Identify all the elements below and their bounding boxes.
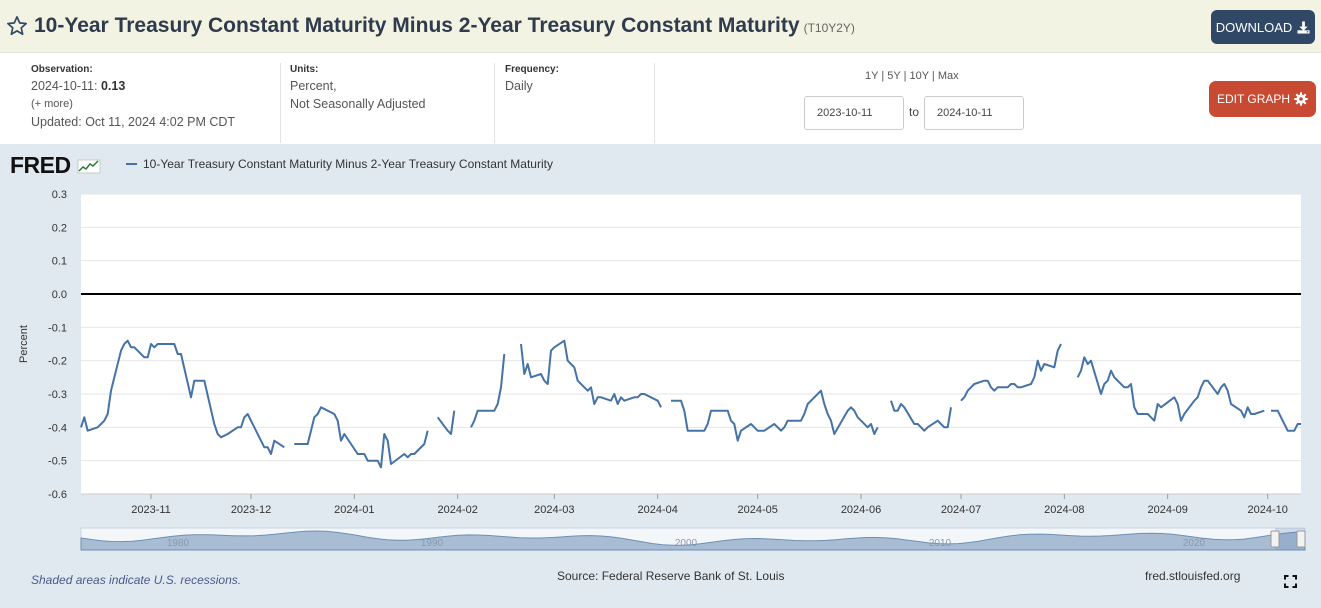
navigator-label: 2000 — [675, 538, 698, 549]
series-id: (T10Y2Y) — [803, 21, 855, 35]
divider — [654, 63, 655, 143]
y-tick-label: -0.2 — [48, 356, 67, 368]
series-line — [960, 343, 1062, 402]
date-to-label: to — [909, 105, 920, 119]
series-line — [470, 353, 506, 428]
series-line — [436, 410, 456, 435]
navigator-label: 1990 — [421, 538, 444, 549]
navigator-handle — [1296, 530, 1306, 548]
x-tick-label: 2024-05 — [737, 504, 777, 516]
site-link[interactable]: fred.stlouisfed.org — [1145, 569, 1241, 583]
divider — [494, 63, 495, 143]
observation-block: Observation: 2024-10-11: 0.13 (+ more) U… — [31, 64, 236, 129]
x-tick-label: 2024-08 — [1044, 504, 1084, 516]
navigator-handle — [1270, 530, 1280, 548]
series-title: 10-Year Treasury Constant Maturity Minus… — [34, 14, 855, 38]
series-line — [294, 406, 429, 469]
y-tick-label: -0.6 — [48, 489, 67, 501]
frequency-block: Frequency: Daily — [505, 63, 559, 95]
x-tick-label: 2024-02 — [437, 504, 477, 516]
end-date-input[interactable]: 2024-10-11 — [924, 96, 1024, 130]
navigator-label: 1980 — [167, 538, 190, 549]
navigator-area — [80, 530, 1306, 551]
star-icon[interactable] — [6, 15, 28, 37]
y-tick-label: -0.1 — [48, 322, 67, 334]
frequency-label: Frequency: — [505, 64, 559, 75]
y-axis-label: Percent — [18, 325, 30, 363]
units-label: Units: — [290, 64, 319, 75]
title-bar: 10-Year Treasury Constant Maturity Minus… — [0, 0, 1321, 53]
source-text: Source: Federal Reserve Bank of St. Loui… — [557, 569, 785, 583]
x-tick-label: 2024-04 — [637, 504, 677, 516]
x-tick-label: 2024-10 — [1247, 504, 1287, 516]
start-date-input[interactable]: 2023-10-11 — [804, 96, 904, 130]
plot-area — [81, 194, 1301, 494]
range-1y[interactable]: 1Y — [865, 70, 879, 82]
series-line — [520, 339, 662, 408]
x-tick-label: 2024-03 — [534, 504, 574, 516]
line-chart: 0.3 0.2 0.1 0.0 -0.1 -0.2 -0.3 -0.4 -0.5 -0.6 Perc… — [18, 189, 1306, 551]
y-tick-label: -0.5 — [48, 456, 67, 468]
range-10y[interactable]: 10Y — [909, 70, 929, 82]
frequency-value: Daily — [505, 79, 533, 93]
x-tick-label: 2023-12 — [231, 504, 271, 516]
series-title-text: 10-Year Treasury Constant Maturity Minus… — [34, 14, 800, 37]
fred-logo: FRED — [10, 152, 101, 179]
x-tick-label: 2024-06 — [841, 504, 881, 516]
chart-panel: 0.3 0.2 0.1 0.0 -0.1 -0.2 -0.3 -0.4 -0.5 -0.6 Perc… — [0, 144, 1321, 608]
units-block: Units: Percent, Not Seasonally Adjusted — [290, 63, 426, 113]
divider — [280, 63, 281, 143]
fullscreen-icon[interactable] — [1284, 575, 1297, 588]
x-tick-label: 2024-07 — [941, 504, 981, 516]
y-tick-label: 0.1 — [52, 256, 67, 268]
recession-note: Shaded areas indicate U.S. recessions. — [31, 573, 242, 587]
units-line-1: Percent, — [290, 79, 337, 93]
observation-value: 0.13 — [100, 79, 126, 93]
series-line — [80, 339, 285, 455]
chart-legend: 10-Year Treasury Constant Maturity Minus… — [126, 157, 553, 171]
series-line — [1076, 356, 1265, 422]
range-max[interactable]: Max — [937, 70, 959, 82]
legend-label: 10-Year Treasury Constant Maturity Minus… — [143, 157, 553, 171]
y-tick-label: -0.3 — [48, 389, 67, 401]
series-line — [1271, 409, 1301, 432]
observation-label: Observation: — [31, 64, 93, 75]
y-tick-label: 0.3 — [52, 189, 67, 201]
navigator-label: 2020 — [1183, 538, 1206, 549]
fred-graph-icon — [77, 159, 100, 174]
x-tick-label: 2023-11 — [131, 504, 171, 516]
x-tick-label: 2024-09 — [1147, 504, 1187, 516]
navigator-label: 2010 — [929, 538, 952, 549]
download-label: DOWNLOAD — [1215, 19, 1293, 35]
series-line — [671, 389, 879, 442]
x-tick-label: 2024-01 — [334, 504, 374, 516]
series-line — [890, 400, 952, 432]
edit-graph-label: EDIT GRAPH — [1216, 92, 1291, 106]
more-link[interactable]: (+ more) — [31, 98, 73, 110]
y-tick-label: 0.0 — [52, 289, 67, 301]
legend-swatch — [126, 163, 137, 165]
updated-text: Updated: Oct 11, 2024 4:02 PM CDT — [31, 115, 236, 129]
fred-logo-text: FRED — [10, 152, 71, 178]
gear-icon — [1294, 92, 1308, 106]
units-line-2: Not Seasonally Adjusted — [290, 97, 426, 111]
download-button[interactable]: DOWNLOAD — [1211, 10, 1315, 44]
y-tick-label: 0.2 — [52, 222, 67, 234]
edit-graph-button[interactable]: EDIT GRAPH — [1209, 81, 1316, 117]
range-5y[interactable]: 5Y — [887, 70, 901, 82]
download-icon — [1297, 20, 1310, 34]
observation-date: 2024-10-11 — [31, 79, 95, 93]
range-links: 1Y | 5Y | 10Y | Max — [865, 70, 959, 82]
y-tick-label: -0.4 — [48, 422, 67, 434]
